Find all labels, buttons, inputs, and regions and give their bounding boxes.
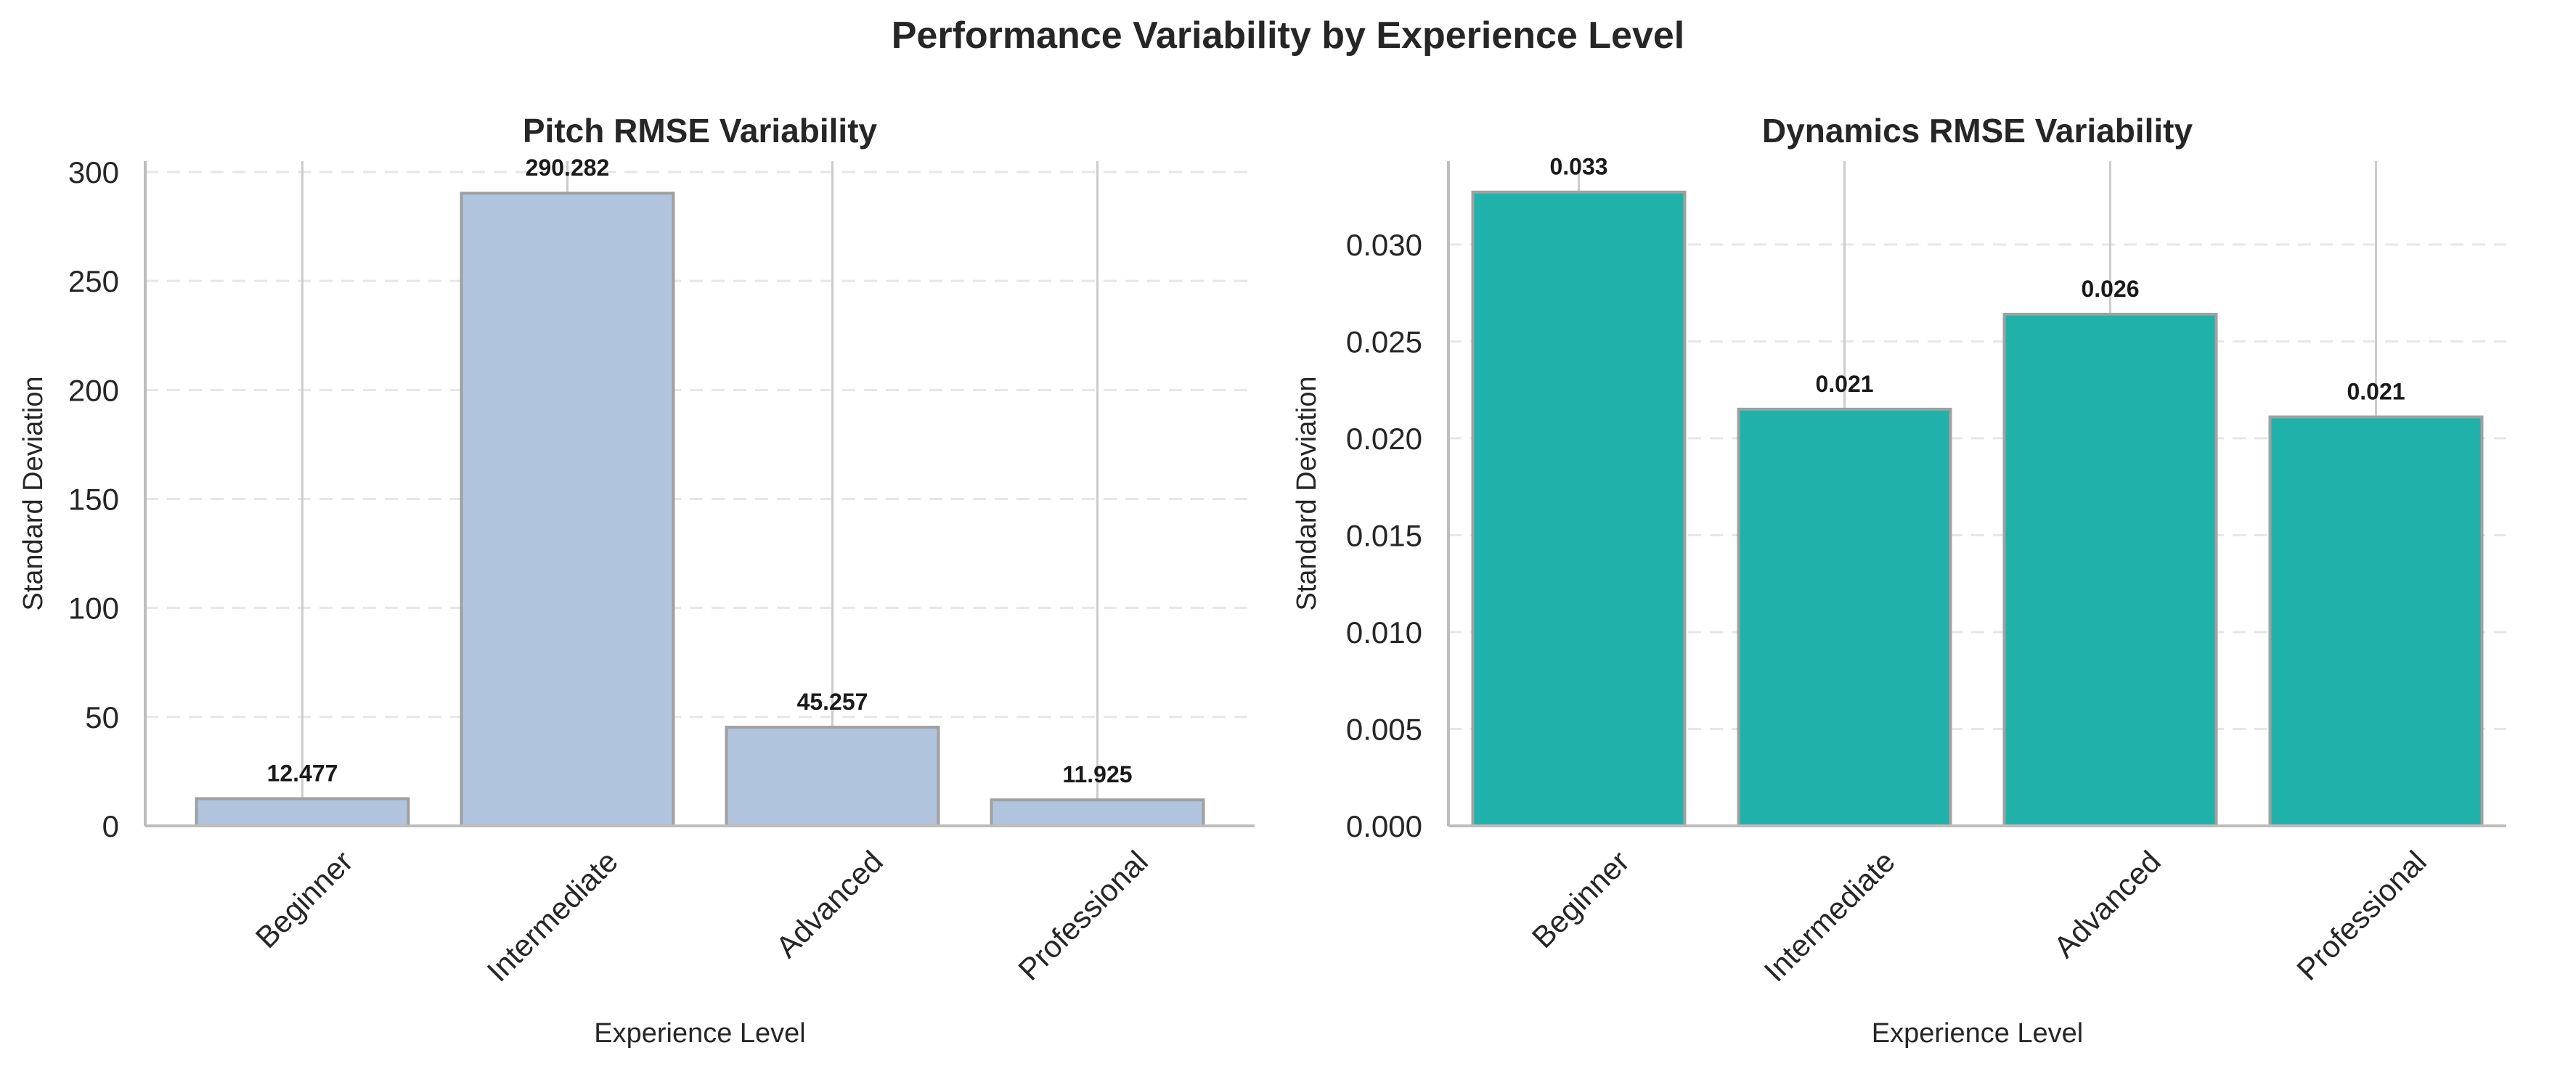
- bar: [2268, 415, 2484, 827]
- y-tick-label: 150: [68, 483, 119, 517]
- y-axis-label: Standard Deviation: [1292, 376, 1322, 610]
- chart-title: Pitch RMSE Variability: [523, 112, 878, 150]
- x-axis-label: Experience Level: [1872, 1018, 2084, 1049]
- data-label: 290.282: [526, 155, 610, 181]
- bar: [1737, 407, 1952, 827]
- y-axis-label: Standard Deviation: [18, 376, 49, 610]
- y-tick-label: 0.020: [1346, 422, 1422, 456]
- x-tick-label: Beginner: [249, 844, 359, 954]
- x-tick-label: Intermediate: [481, 844, 624, 988]
- y-tick-label: 0.025: [1346, 324, 1422, 359]
- y-tick-label: 0: [102, 809, 119, 843]
- chart-panel-2: 0.033 0.021 0.026 0.021 0.000 0.005 0.010 0.015…: [1292, 112, 2506, 1049]
- panels: 12.477 290.282 45.257 11.925 0 50 100 150 200 250…: [18, 112, 2506, 1049]
- y-tick-label: 100: [68, 591, 119, 626]
- x-axis-label: Experience Level: [594, 1018, 806, 1049]
- x-tick-label: Professional: [2290, 844, 2433, 987]
- x-tick-label: Advanced: [2047, 844, 2167, 964]
- data-label: 0.033: [1549, 154, 1607, 180]
- bar: [195, 797, 410, 827]
- data-label: 12.477: [267, 761, 338, 787]
- y-tick-label: 300: [68, 155, 119, 189]
- data-label: 45.257: [797, 689, 868, 715]
- y-tick-label: 0.005: [1346, 712, 1422, 746]
- y-tick-label: 0.030: [1346, 228, 1422, 262]
- data-label: 0.026: [2081, 276, 2139, 302]
- x-tick-label: Professional: [1011, 844, 1154, 987]
- data-label: 11.925: [1062, 761, 1132, 787]
- bar: [725, 726, 940, 828]
- data-label: 0.021: [1815, 371, 1873, 397]
- chart-panel-1: 12.477 290.282 45.257 11.925 0 50 100 150 200 250…: [18, 112, 1255, 1049]
- bar: [460, 192, 675, 827]
- figure-title: Performance Variability by Experience Le…: [892, 15, 1685, 57]
- x-tick-label: Intermediate: [1758, 844, 1902, 988]
- y-tick-label: 250: [68, 264, 119, 298]
- y-tick-label: 0.010: [1346, 615, 1422, 650]
- chart-title: Dynamics RMSE Variability: [1762, 112, 2193, 150]
- y-tick-label: 50: [85, 700, 119, 734]
- x-tick-label: Advanced: [770, 844, 889, 964]
- bar: [2002, 312, 2218, 827]
- y-tick-label: 200: [68, 373, 119, 407]
- bar: [990, 798, 1205, 828]
- y-tick-label: 0.015: [1346, 518, 1422, 552]
- data-label: 0.021: [2347, 379, 2405, 405]
- bar: [1471, 190, 1687, 827]
- x-tick-label: Beginner: [1525, 844, 1636, 954]
- y-tick-label: 0.000: [1346, 809, 1422, 843]
